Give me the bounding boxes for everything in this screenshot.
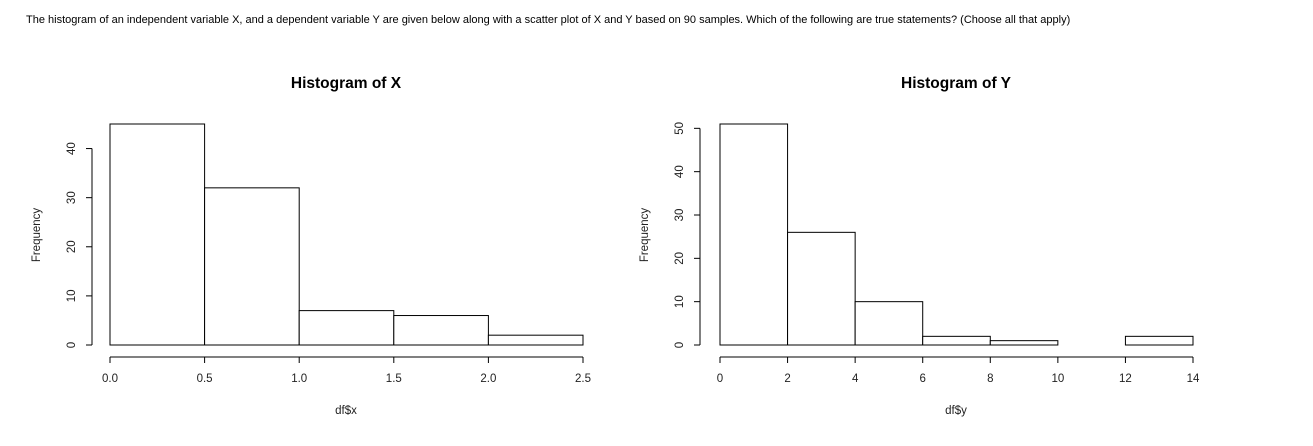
chart-title: Histogram of Y <box>901 75 1012 92</box>
question-text: The histogram of an independent variable… <box>26 14 1071 26</box>
x-tick-label: 0.5 <box>197 373 213 385</box>
y-tick-label: 0 <box>66 342 78 348</box>
x-tick-label: 8 <box>987 373 993 385</box>
y-axis-label: Frequency <box>31 208 43 263</box>
histogram-bar <box>787 231 856 346</box>
histogram-bar <box>393 315 489 346</box>
x-tick-label: 2.5 <box>575 373 591 385</box>
histogram-bar <box>487 334 584 346</box>
y-tick-label: 50 <box>674 122 686 135</box>
y-tick-label: 40 <box>66 142 78 155</box>
x-tick-label: 2.0 <box>480 373 496 385</box>
x-axis-label: df$y <box>945 405 967 417</box>
histogram-bar <box>109 123 206 346</box>
x-tick-label: 10 <box>1051 373 1064 385</box>
y-tick-label: 30 <box>66 191 78 204</box>
y-tick-label: 30 <box>674 209 686 222</box>
y-axis-label: Frequency <box>639 208 651 263</box>
x-tick-label: 4 <box>852 373 859 385</box>
x-tick-label: 1.0 <box>291 373 307 385</box>
x-tick-label: 14 <box>1187 373 1200 385</box>
histogram-bar <box>989 340 1059 346</box>
y-tick-label: 40 <box>674 165 686 178</box>
x-tick-label: 2 <box>784 373 790 385</box>
x-tick-label: 12 <box>1119 373 1132 385</box>
x-tick-label: 6 <box>920 373 926 385</box>
histogram-bar <box>922 335 991 346</box>
y-tick-label: 20 <box>66 240 78 253</box>
y-tick-label: 10 <box>66 289 78 302</box>
y-tick-label: 20 <box>674 252 686 265</box>
histogram-bar <box>204 187 300 346</box>
histogram-bar <box>298 310 395 346</box>
histogram-bar <box>854 301 924 346</box>
histogram-bar <box>719 123 789 346</box>
x-tick-label: 1.5 <box>386 373 402 385</box>
histogram-bar <box>1124 335 1194 346</box>
x-axis-label: df$x <box>335 405 357 417</box>
y-tick-label: 10 <box>674 295 686 308</box>
chart-title: Histogram of X <box>291 75 402 92</box>
x-tick-label: 0 <box>717 373 723 385</box>
y-tick-label: 0 <box>674 342 686 348</box>
x-tick-label: 0.0 <box>102 373 118 385</box>
